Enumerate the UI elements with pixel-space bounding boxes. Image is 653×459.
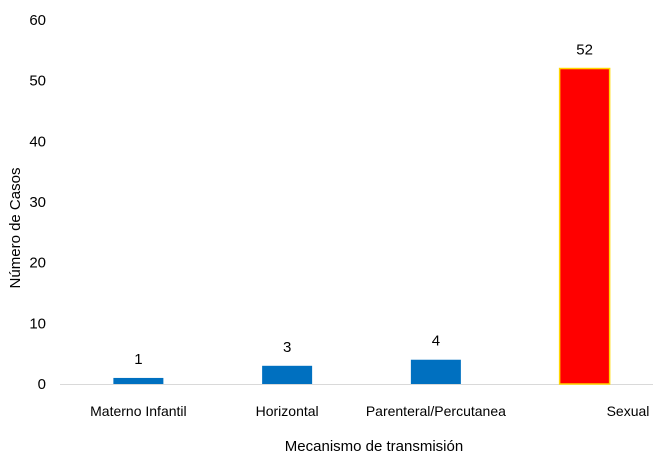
data-label: 3 <box>283 339 291 356</box>
y-tick-label: 50 <box>29 73 46 90</box>
bars <box>113 67 611 385</box>
category-label: Materno Infantil <box>90 403 187 419</box>
data-label: 1 <box>134 351 142 368</box>
category-labels: Materno Infantil Horizontal Parenteral/Per… <box>90 403 649 419</box>
bar-materno-infantil <box>113 377 164 384</box>
y-tick-label: 40 <box>29 133 46 150</box>
y-axis-title: Número de Casos <box>7 168 24 289</box>
data-labels: 1 3 4 52 <box>134 42 593 368</box>
bar-parenteral-percutanea <box>410 359 461 384</box>
y-tick-label: 20 <box>29 255 46 272</box>
y-axis-ticks: 0 10 20 30 40 50 60 <box>29 12 46 393</box>
data-label: 4 <box>432 333 440 350</box>
y-tick-label: 10 <box>29 315 46 332</box>
category-label: Parenteral/Percutanea <box>366 403 506 419</box>
category-label: Sexual <box>607 403 650 419</box>
x-axis-title: Mecanismo de transmisión <box>285 438 463 455</box>
y-tick-label: 0 <box>38 376 46 393</box>
bar-horizontal <box>262 365 313 384</box>
y-tick-label: 30 <box>29 194 46 211</box>
bar-sexual <box>558 67 611 385</box>
data-label: 52 <box>576 42 593 59</box>
category-label: Horizontal <box>256 403 319 419</box>
y-tick-label: 60 <box>29 12 46 29</box>
